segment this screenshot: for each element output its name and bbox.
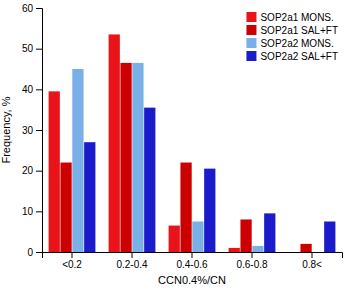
y-tick: 0 — [27, 247, 42, 258]
tick-mark — [36, 211, 42, 212]
bar-series — [84, 108, 335, 252]
bar — [324, 222, 335, 253]
tick-mark — [72, 252, 73, 258]
legend-label: SOP2a1 SAL+FT — [260, 25, 338, 36]
bar — [252, 246, 263, 252]
bar — [180, 163, 191, 252]
x-axis-title: CCN0.4%/CN — [158, 274, 226, 286]
tick-mark — [192, 252, 193, 258]
legend-item: SOP2a2 SAL+FT — [246, 51, 338, 62]
x-tick: 0.2-0.4 — [116, 252, 148, 270]
y-tick: 60 — [22, 3, 42, 14]
tick-label: 30 — [22, 125, 34, 136]
bar — [120, 63, 131, 252]
tick-mark — [36, 89, 42, 90]
bar — [192, 222, 203, 253]
tick-label: 0.4-0.6 — [176, 259, 208, 270]
tick-label: 50 — [22, 43, 34, 54]
tick-mark — [36, 130, 42, 131]
tick-label: 60 — [22, 3, 34, 14]
bar — [132, 63, 143, 252]
tick-label: 10 — [22, 206, 34, 217]
tick-label: 20 — [22, 165, 34, 176]
tick-label: 40 — [22, 84, 34, 95]
legend-item: SOP2a1 SAL+FT — [246, 25, 338, 36]
tick-label: 0.8< — [302, 259, 322, 270]
bar — [204, 169, 215, 252]
bars — [49, 34, 336, 252]
legend: SOP2a1 MONS. SOP2a1 SAL+FT SOP2a2 MONS. SOP… — [246, 12, 338, 62]
bar-series — [60, 63, 311, 252]
chart: <0.2 0.2-0.4 0.4-0.6 0.6-0.8 0.8< 0 10 20 30 40 50… — [0, 0, 350, 290]
bar — [49, 91, 60, 252]
bar-series — [49, 34, 240, 252]
bar — [229, 248, 240, 252]
legend-label: SOP2a2 SAL+FT — [260, 51, 338, 62]
tick-mark — [36, 171, 42, 172]
y-axis-title: Frequency, % — [0, 96, 12, 163]
bar — [289, 252, 300, 253]
axis-line — [43, 253, 343, 259]
legend-label: SOP2a2 MONS. — [260, 38, 333, 49]
tick-mark — [132, 252, 133, 258]
bar — [60, 163, 71, 252]
tick-label: 0.2-0.4 — [116, 259, 148, 270]
y-tick: 50 — [22, 43, 42, 54]
bar — [300, 244, 311, 252]
tick-mark — [36, 8, 42, 9]
tick-mark — [312, 252, 313, 258]
bar — [109, 34, 120, 252]
legend-swatch — [246, 12, 256, 22]
y-axis: 0 10 20 30 40 50 60 — [22, 3, 43, 258]
tick-label: <0.2 — [62, 259, 82, 270]
bar — [84, 142, 95, 252]
legend-item: SOP2a1 MONS. — [246, 12, 333, 23]
x-tick: 0.4-0.6 — [176, 252, 208, 270]
x-tick: 0.6-0.8 — [236, 252, 268, 270]
bar — [144, 108, 155, 252]
axis-line — [36, 9, 43, 253]
legend-item: SOP2a2 MONS. — [246, 38, 333, 49]
plot: <0.2 0.2-0.4 0.4-0.6 0.6-0.8 0.8< 0 10 20 30 40 50… — [0, 3, 343, 286]
y-tick: 10 — [22, 206, 42, 217]
tick-label: 0 — [27, 247, 33, 258]
legend-swatch — [246, 38, 256, 48]
bar — [312, 252, 323, 253]
legend-swatch — [246, 51, 256, 61]
y-tick: 30 — [22, 125, 42, 136]
legend-label: SOP2a1 MONS. — [260, 12, 333, 23]
tick-mark — [36, 252, 42, 253]
x-tick: <0.2 — [62, 252, 82, 270]
bar-series — [72, 63, 263, 252]
tick-mark — [36, 49, 42, 50]
tick-label: 0.6-0.8 — [236, 259, 268, 270]
y-tick: 40 — [22, 84, 42, 95]
bar — [240, 219, 251, 252]
bar — [169, 226, 180, 252]
x-tick: 0.8< — [302, 252, 322, 270]
x-axis: <0.2 0.2-0.4 0.4-0.6 0.6-0.8 0.8< — [43, 252, 343, 270]
tick-mark — [252, 252, 253, 258]
legend-swatch — [246, 25, 256, 35]
y-tick: 20 — [22, 165, 42, 176]
bar — [264, 213, 275, 252]
bar — [72, 69, 83, 252]
